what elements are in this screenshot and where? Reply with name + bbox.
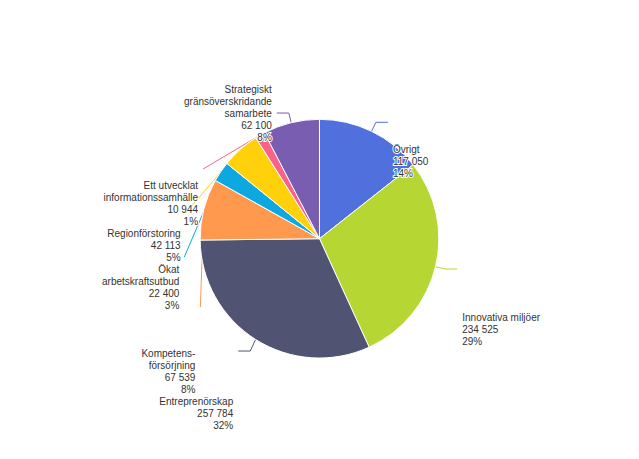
svg-text:Entreprenörskap: Entreprenörskap xyxy=(159,396,233,407)
svg-text:informationssamhälle: informationssamhälle xyxy=(104,192,199,203)
svg-text:arbetskraftsutbud: arbetskraftsutbud xyxy=(102,276,179,287)
svg-text:Ökat: Ökat xyxy=(158,264,179,275)
svg-text:117 050: 117 050 xyxy=(393,156,429,167)
svg-text:försörjning: försörjning xyxy=(149,360,196,371)
svg-text:10 944: 10 944 xyxy=(167,204,198,215)
svg-text:gränsöverskridande: gränsöverskridande xyxy=(184,96,272,107)
svg-text:234 525: 234 525 xyxy=(462,324,499,335)
svg-text:Ett utvecklat: Ett utvecklat xyxy=(144,180,199,191)
svg-text:Regionförstoring: Regionförstoring xyxy=(107,228,180,239)
svg-text:3%: 3% xyxy=(165,300,180,311)
svg-text:Kompetens-: Kompetens- xyxy=(141,348,195,359)
svg-text:32%: 32% xyxy=(213,420,233,431)
svg-text:5%: 5% xyxy=(166,252,181,263)
svg-text:257 784: 257 784 xyxy=(197,408,234,419)
svg-text:42 113: 42 113 xyxy=(151,240,181,251)
svg-text:8%: 8% xyxy=(257,132,272,143)
svg-text:1%: 1% xyxy=(184,216,199,227)
svg-text:22 400: 22 400 xyxy=(149,288,180,299)
svg-text:29%: 29% xyxy=(462,336,482,347)
svg-text:8%: 8% xyxy=(181,384,196,395)
svg-text:Strategiskt: Strategiskt xyxy=(225,84,272,95)
svg-text:Innovativa miljöer: Innovativa miljöer xyxy=(462,312,540,323)
svg-text:samarbete: samarbete xyxy=(225,108,273,119)
svg-text:14%: 14% xyxy=(393,168,413,179)
svg-text:Övrigt: Övrigt xyxy=(393,144,420,155)
svg-text:67 539: 67 539 xyxy=(165,372,196,383)
svg-text:62 100: 62 100 xyxy=(241,120,272,131)
